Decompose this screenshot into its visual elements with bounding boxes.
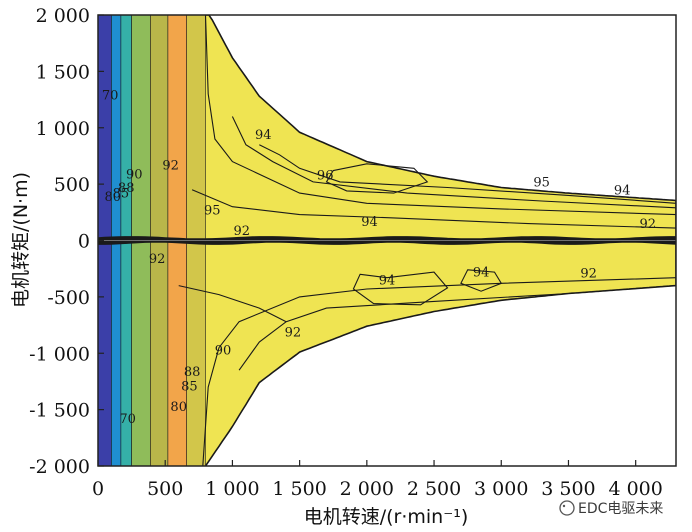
contour-96-upper (325, 163, 429, 194)
contour-label-94-6: 94 (255, 128, 272, 143)
contour-label-90-4: 90 (126, 168, 143, 183)
contour-label-70-21: 70 (119, 412, 136, 427)
contour-label-85-19: 85 (181, 380, 198, 395)
y-tick-label-5: -500 (47, 287, 90, 309)
contour-label-90-17: 90 (215, 343, 232, 358)
x-tick-label-5: 2 500 (407, 478, 461, 500)
x-axis-label: 电机转速/(r·min⁻¹) (304, 506, 469, 528)
contour-label-94-10: 94 (614, 183, 631, 198)
contour-label-85-2: 85 (113, 187, 130, 202)
wechat-icon-dot (562, 504, 566, 508)
y-tick-label-2: 1 000 (36, 118, 90, 140)
x-axis-ticks: 0 500 1 000 1 500 2 000 2 500 3 000 3 500 4 000 (92, 460, 663, 500)
contour-90-lower (202, 277, 676, 466)
wechat-icon (559, 500, 575, 516)
x-tick-label-8: 4 000 (608, 478, 662, 500)
contour-label-92-12: 92 (149, 252, 166, 267)
x-tick-label-3: 1 500 (272, 478, 326, 500)
y-tick-label-6: -1 000 (29, 343, 90, 365)
x-tick-label-6: 3 000 (474, 478, 528, 500)
y-tick-label-7: -1 500 (29, 400, 90, 422)
contour-95-upper (191, 189, 676, 229)
contour-label-92-15: 92 (580, 267, 597, 282)
contour-94-lower-b (460, 269, 503, 292)
y-tick-label-1: 1 500 (36, 61, 90, 83)
contour-label-92-5: 92 (162, 159, 179, 174)
contour-92-lower (238, 285, 676, 371)
efficiency-contours (178, 15, 676, 466)
y-axis-ticks: 2 000 1 500 1 000 500 0 -500 -1 000 -1 500 -2 00… (29, 5, 104, 478)
contour-label-80-1: 80 (105, 190, 122, 205)
y-tick-label-0: 2 000 (36, 5, 90, 27)
x-tick-label-2: 1 000 (205, 478, 259, 500)
y-axis-label: 电机转矩/(N·m) (10, 172, 32, 308)
contour-label-94-13: 94 (379, 274, 396, 289)
contour-90-upper (204, 15, 676, 216)
watermark: EDC电驱未来 (559, 500, 663, 517)
contour-88-lower (178, 285, 287, 323)
zero-torque-band (98, 236, 676, 245)
y-tick-label-8: -2 000 (29, 456, 90, 478)
contour-label-92-22: 92 (234, 224, 251, 239)
x-tick-label-1: 500 (147, 478, 183, 500)
y-tick-label-4: 0 (78, 231, 90, 253)
contour-label-92-23: 92 (640, 217, 657, 232)
contour-94-upper (259, 144, 676, 204)
contour-label-88-3: 88 (118, 181, 135, 196)
contour-92-upper (231, 116, 676, 209)
x-tick-label-4: 2 000 (340, 478, 394, 500)
contour-label-70-0: 70 (102, 89, 119, 104)
contour-label-95-8: 95 (204, 204, 221, 219)
contour-label-94-14: 94 (473, 266, 490, 281)
contour-label-94-11: 94 (361, 215, 378, 230)
contour-94-lower (352, 271, 449, 306)
contour-label-95-9: 95 (533, 175, 550, 190)
contour-label-96-7: 96 (317, 169, 334, 184)
y-tick-label-3: 500 (54, 174, 90, 196)
contour-label-88-18: 88 (184, 365, 201, 380)
watermark-text: EDC电驱未来 (578, 501, 663, 517)
x-tick-label-7: 3 500 (541, 478, 595, 500)
contour-label-92-16: 92 (285, 325, 302, 340)
x-tick-label-0: 0 (92, 478, 104, 500)
contour-label-80-20: 80 (170, 400, 187, 415)
